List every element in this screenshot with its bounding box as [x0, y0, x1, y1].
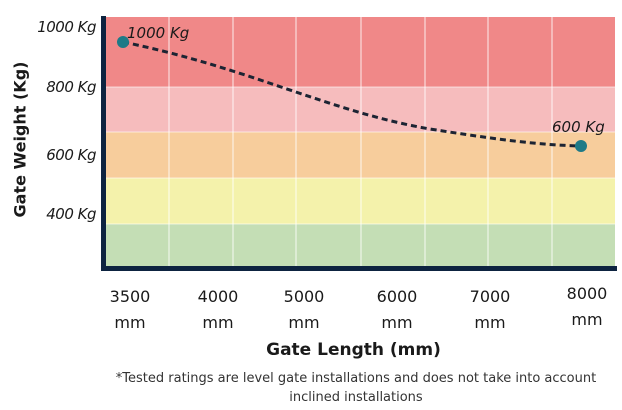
x-axis-line	[101, 266, 617, 271]
x-axis-title: Gate Length (mm)	[266, 340, 441, 360]
y-tick-label: 1000 Kg	[37, 18, 96, 36]
x-tick-label: 3500 mm	[109, 287, 151, 332]
y-tick-label: 800 Kg	[46, 78, 96, 96]
data-point	[575, 140, 587, 152]
x-tick-label: 8000 mm	[566, 284, 608, 329]
x-tick-label: 7000 mm	[469, 287, 511, 332]
data-label: 1000 Kg	[127, 24, 189, 42]
y-tick-label: 600 Kg	[46, 146, 96, 164]
footnote: *Tested ratings are level gate installat…	[115, 371, 597, 405]
x-tick-label: 5000 mm	[283, 287, 325, 332]
data-label: 600 Kg	[552, 118, 605, 136]
x-tick-label: 4000 mm	[197, 287, 239, 332]
y-tick-label: 400 Kg	[46, 205, 96, 223]
y-axis-line	[101, 16, 106, 270]
trend-line	[122, 40, 582, 148]
y-axis-title: Gate Weight (Kg)	[10, 61, 30, 218]
x-tick-label: 6000 mm	[376, 287, 418, 332]
data-point	[117, 36, 129, 48]
